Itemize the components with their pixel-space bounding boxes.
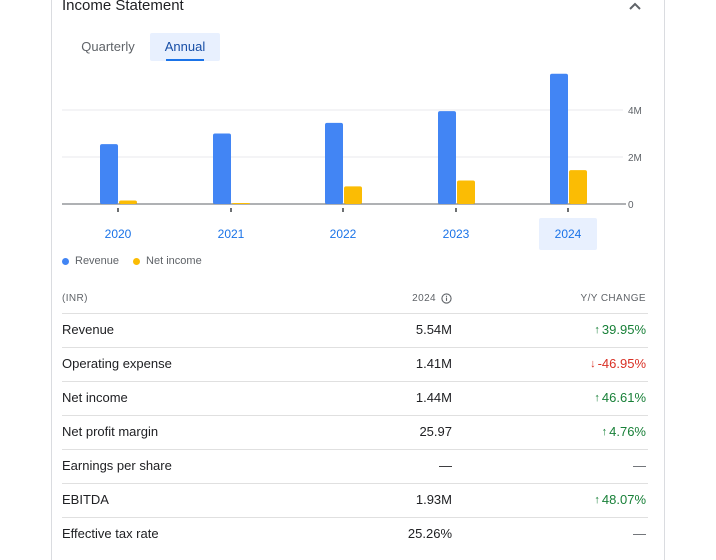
financial-table: (INR) 2024 Y/Y CHANGE Revenue 5.54M ↑ 39.95… (62, 285, 648, 551)
row-label: Effective tax rate (62, 526, 159, 541)
row-change: — (633, 526, 646, 541)
row-change: — (633, 458, 646, 473)
legend-item-revenue: Revenue (62, 255, 119, 267)
net-income-bar (232, 203, 250, 205)
net-income-bar (119, 200, 137, 204)
row-change: ↓ -46.95% (590, 356, 646, 371)
row-change-value: — (633, 458, 646, 473)
x-tick-label: 2020 (105, 227, 132, 241)
tab-annual-label: Annual (164, 39, 206, 54)
arrow-up-icon: ↑ (594, 391, 600, 404)
table-row: Effective tax rate 25.26% — (62, 517, 648, 551)
selected-year-highlight (539, 218, 597, 250)
arrow-down-icon: ↓ (590, 357, 596, 370)
row-change: ↑ 46.61% (594, 390, 646, 405)
table-row: EBITDA 1.93M ↑ 48.07% (62, 483, 648, 517)
row-label: EBITDA (62, 492, 109, 507)
header-year-label: 2024 (412, 293, 436, 304)
arrow-up-icon: ↑ (601, 425, 608, 438)
table-row: Earnings per share — — (62, 449, 648, 483)
header-change: Y/Y CHANGE (580, 293, 646, 304)
tab-selected-indicator (166, 59, 204, 61)
arrow-up-icon: ↑ (594, 493, 600, 506)
legend-item-net-income: Net income (133, 255, 202, 267)
row-label: Operating expense (62, 356, 172, 371)
table-header: (INR) 2024 Y/Y CHANGE (62, 285, 648, 313)
table-row: Revenue 5.54M ↑ 39.95% (62, 313, 648, 347)
header-currency: (INR) (62, 293, 88, 304)
panel-title: Income Statement (62, 0, 184, 14)
revenue-bar (550, 73, 568, 204)
chart-legend: Revenue Net income (62, 255, 216, 267)
chevron-up-icon[interactable] (627, 0, 643, 12)
row-value: 5.54M (415, 322, 452, 337)
row-label: Earnings per share (62, 458, 172, 473)
row-value: 25.97 (419, 424, 452, 439)
net-income-bar (569, 170, 587, 204)
row-label: Net income (62, 390, 128, 405)
y-tick-label: 2M (628, 153, 642, 164)
row-change-value: — (633, 526, 646, 541)
tab-quarterly[interactable]: Quarterly (81, 39, 135, 54)
y-tick-label: 4M (628, 106, 642, 117)
table-row: Operating expense 1.41M ↓ -46.95% (62, 347, 648, 381)
row-value: 1.44M (415, 390, 452, 405)
net-income-swatch (133, 257, 141, 265)
row-change-value: 4.76% (609, 424, 646, 439)
revenue-bar (325, 122, 343, 204)
row-value: 25.26% (407, 526, 452, 541)
row-change-value: 48.07% (601, 492, 646, 507)
row-value: 1.41M (415, 356, 452, 371)
net-income-bar (457, 180, 475, 204)
tab-annual[interactable]: Annual (150, 33, 220, 61)
legend-label-net-income: Net income (146, 255, 202, 267)
revenue-bar (438, 111, 456, 204)
x-tick-label: 2024 (555, 227, 582, 241)
x-tick-label: 2022 (330, 227, 357, 241)
revenue-bar (213, 133, 231, 204)
net-income-bar (344, 186, 362, 204)
header-year: 2024 (412, 293, 452, 304)
row-value: — (439, 458, 452, 473)
row-change-value: 46.61% (601, 390, 646, 405)
revenue-swatch (62, 257, 69, 265)
table-row: Net income 1.44M ↑ 46.61% (62, 381, 648, 415)
row-label: Net profit margin (62, 424, 159, 439)
legend-label-revenue: Revenue (75, 255, 120, 267)
row-change-value: 39.95% (601, 322, 646, 337)
table-row: Net profit margin 25.97 ↑ 4.76% (62, 415, 648, 449)
row-change: ↑ 4.76% (602, 424, 646, 439)
row-change: ↑ 39.95% (594, 322, 646, 337)
arrow-up-icon: ↑ (594, 323, 600, 336)
revenue-bar (100, 144, 118, 204)
y-tick-label: 0 (628, 200, 634, 211)
x-tick-label: 2021 (218, 227, 245, 241)
row-change: ↑ 48.07% (594, 492, 646, 507)
row-value: 1.93M (415, 492, 452, 507)
info-icon[interactable] (441, 293, 452, 304)
x-tick-label: 2023 (443, 227, 470, 241)
income-chart: 4M 2M 0 2020 2021 2022 2023 2024 (62, 73, 642, 250)
row-label: Revenue (62, 322, 115, 337)
row-change-value: -46.95% (597, 356, 646, 371)
